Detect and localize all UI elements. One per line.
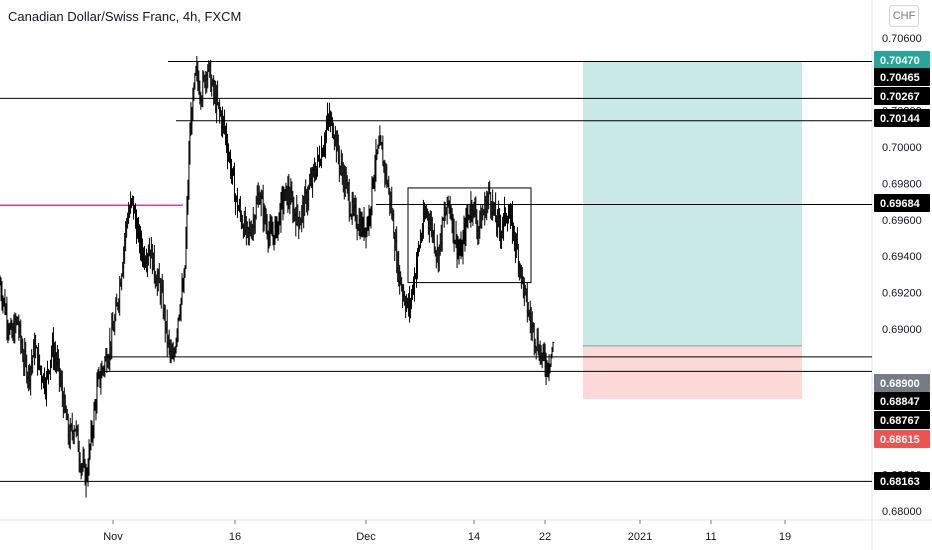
time-axis-tick: Dec <box>356 531 376 543</box>
price-axis-tick: 0.69200 <box>882 288 922 300</box>
price-axis-tick: 0.68000 <box>882 506 922 518</box>
currency-button[interactable]: CHF <box>889 5 919 27</box>
price-tag[interactable] <box>874 374 930 392</box>
price-tag-label: 0.70144 <box>880 113 921 125</box>
price-tag[interactable] <box>874 357 930 375</box>
time-axis-tick: 16 <box>229 531 241 543</box>
price-tag-label: 0.69684 <box>880 198 921 210</box>
price-tag-label: 0.68163 <box>880 476 920 488</box>
price-tag-label: 02:39:53 <box>880 361 924 373</box>
price-axis-tick: 0.69800 <box>882 178 922 190</box>
price-tag[interactable] <box>874 472 930 490</box>
ohlc-bar <box>551 341 555 352</box>
time-axis-tick: 14 <box>468 531 480 543</box>
price-axis-tick: 0.69400 <box>882 251 922 263</box>
price-tag[interactable] <box>874 337 930 355</box>
price-tag[interactable] <box>874 51 930 69</box>
price-axis-tick: 0.70600 <box>882 33 922 45</box>
price-tag[interactable] <box>874 392 930 410</box>
price-tag-label: 0.68767 <box>880 415 920 427</box>
time-axis-tick: Nov <box>103 531 123 543</box>
price-tag-label: 0.68907 <box>880 341 920 353</box>
time-axis-tick: 11 <box>705 531 716 543</box>
time-axis-tick: 22 <box>539 531 551 543</box>
price-tag[interactable] <box>874 68 930 86</box>
price-axis-tick: 0.69600 <box>882 215 922 227</box>
price-tag[interactable] <box>874 194 930 212</box>
time-axis-tick: 19 <box>779 531 791 543</box>
price-tag-label: 0.68900 <box>880 378 920 390</box>
price-tag[interactable] <box>874 411 930 429</box>
price-tag-label: 0.68847 <box>880 396 920 408</box>
price-tag-label: 0.68615 <box>880 434 920 446</box>
price-tag-label: 0.70470 <box>880 55 920 67</box>
chart-title: Canadian Dollar/Swiss Franc, 4h, FXCM <box>8 9 242 24</box>
price-tag[interactable] <box>874 109 930 127</box>
price-tag-label: 0.70465 <box>880 72 920 84</box>
price-axis-tick: 0.69000 <box>882 324 922 336</box>
price-axis-tick: 0.70000 <box>882 142 922 154</box>
price-tag-label: 0.70267 <box>880 91 920 103</box>
position-target-zone[interactable] <box>583 61 802 346</box>
time-axis-tick: 2021 <box>628 531 652 543</box>
ohlc-bar <box>236 187 239 219</box>
consolidation-box[interactable] <box>407 187 532 284</box>
price-tag[interactable] <box>874 87 930 105</box>
position-stop-zone[interactable] <box>583 345 802 400</box>
price-tag[interactable] <box>874 430 930 448</box>
